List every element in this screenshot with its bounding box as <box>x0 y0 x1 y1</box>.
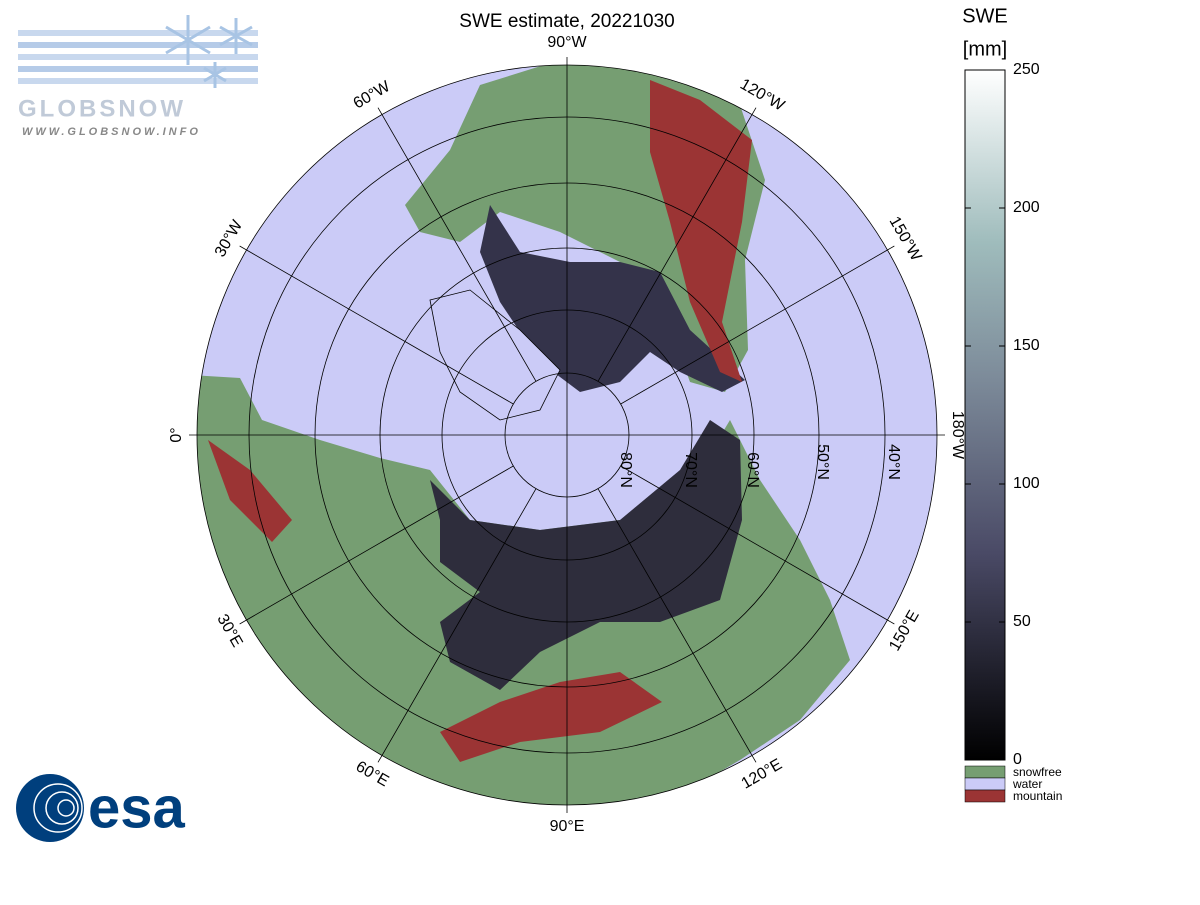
mountain <box>440 672 662 762</box>
parallel-label: 40°N <box>885 444 902 480</box>
meridian-label: 0° <box>168 427 185 442</box>
colorbar-title: SWE <box>962 5 1008 27</box>
meridian <box>597 488 757 763</box>
meridian <box>620 465 895 625</box>
polar-map: 80°N 70°N 60°N 50°N 40°N <box>189 57 945 813</box>
meridian-label: 60°W <box>351 78 394 113</box>
colorbar: SWE [mm] 0 50 100 150 200 250 snowfreewatermou… <box>962 5 1062 803</box>
meridian-label: 120°E <box>739 756 785 793</box>
mountain <box>650 80 752 382</box>
colorbar-tick-label: 50 <box>1013 613 1031 630</box>
meridian <box>620 245 895 405</box>
graticule <box>189 57 945 813</box>
meridian-label: 150°E <box>886 608 923 654</box>
snow <box>480 205 745 392</box>
meridian <box>597 107 757 382</box>
colorbar-tick-label: 150 <box>1013 337 1040 354</box>
legend-label: snowfree <box>1013 765 1062 779</box>
meridian-label: 90°W <box>547 34 587 51</box>
snow <box>430 420 742 690</box>
colorbar-ramp <box>964 69 1006 761</box>
meridian <box>377 107 537 382</box>
colorbar-unit: [mm] <box>963 38 1007 60</box>
meridian <box>239 245 514 405</box>
meridian-label: 180°W <box>949 411 966 460</box>
colorbar-tick-label: 0 <box>1013 751 1022 768</box>
logo-url: WWW.GLOBSNOW.INFO <box>22 126 201 138</box>
parallel-label: 80°N <box>617 452 634 488</box>
meridian <box>239 465 514 625</box>
legend-swatch <box>964 765 1006 779</box>
legend-swatch <box>964 789 1006 803</box>
mountain <box>208 440 292 542</box>
colorbar-tick-label: 100 <box>1013 475 1040 492</box>
legend-label: mountain <box>1013 789 1062 803</box>
meridian-label: 30°W <box>212 217 247 260</box>
parallel-label: 70°N <box>682 452 699 488</box>
meridian-label: 30°E <box>213 612 245 651</box>
parallel-label: 50°N <box>814 444 831 480</box>
meridian-label: 90°E <box>550 818 585 835</box>
globsnow-logo: GLOBSNOW WWW.GLOBSNOW.INFO <box>18 15 258 138</box>
colorbar-tick-label: 200 <box>1013 199 1040 216</box>
meridian-label: 60°E <box>353 758 392 790</box>
legend-label: water <box>1012 777 1042 791</box>
legend-swatch <box>964 777 1006 791</box>
colorbar-tick-label: 250 <box>1013 61 1040 78</box>
logo-text: GLOBSNOW <box>18 95 186 122</box>
meridian-label: 120°W <box>737 76 788 115</box>
meridian <box>377 488 537 763</box>
map-title: SWE estimate, 20221030 <box>459 11 674 32</box>
parallel-label: 60°N <box>744 452 761 488</box>
esa-logo: esa <box>16 774 186 842</box>
logo-text: esa <box>88 775 186 840</box>
